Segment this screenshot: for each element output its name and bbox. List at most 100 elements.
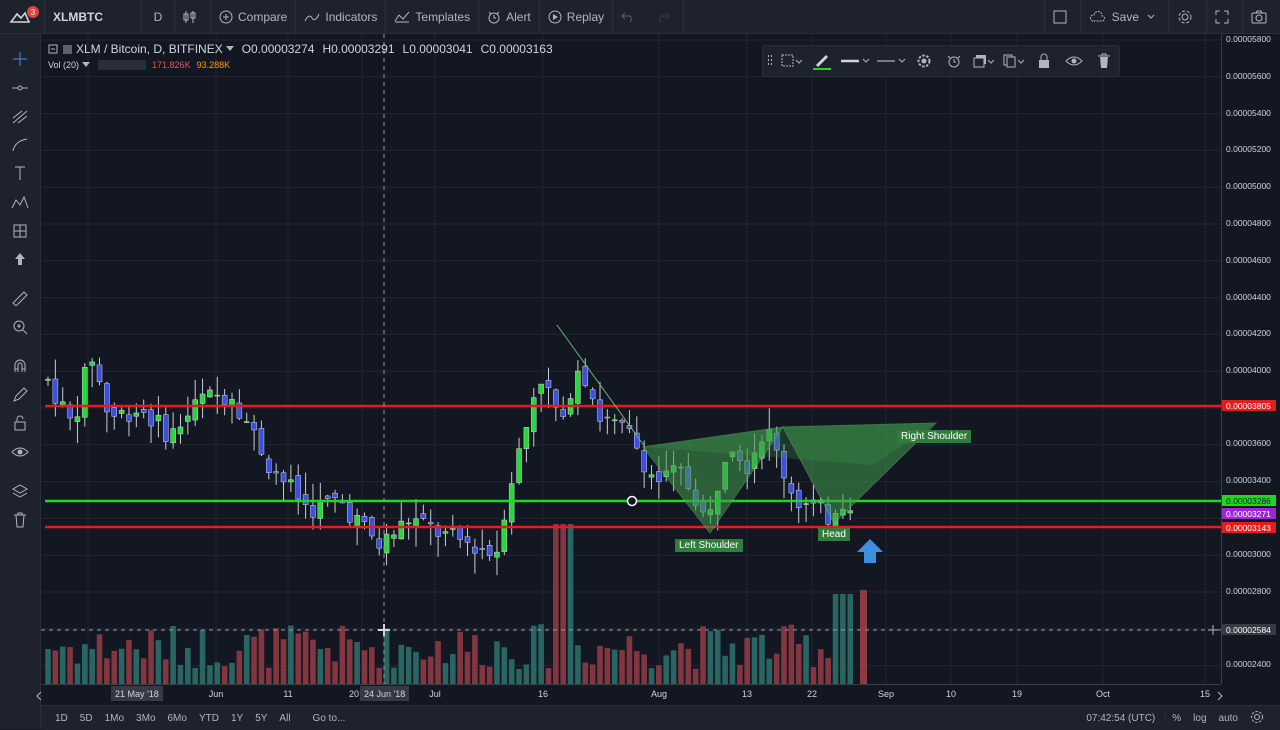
volume-legend-title[interactable]: Vol (20) <box>48 60 80 70</box>
candle-body <box>177 426 184 435</box>
scroll-right-icon[interactable] <box>1217 690 1223 701</box>
caret-down-icon[interactable] <box>225 46 234 52</box>
replay-button[interactable]: Replay <box>540 0 614 33</box>
volume-bar <box>619 650 625 684</box>
volume-bar <box>354 642 360 684</box>
alert-button[interactable] <box>939 46 969 76</box>
left-shoulder-label[interactable]: Left Shoulder <box>675 539 743 552</box>
alarm-icon <box>947 55 961 68</box>
lock-button[interactable] <box>1029 46 1059 76</box>
log-scale-button[interactable]: log <box>1193 712 1207 724</box>
clock-timezone-button[interactable]: 07:42:54 (UTC) <box>1086 712 1156 724</box>
range-start-date-tag: 21 May '18 <box>111 686 163 701</box>
range-all-button[interactable]: All <box>279 712 291 724</box>
symbol-search-button[interactable]: XLMBTC <box>45 0 142 33</box>
pattern-tool-button[interactable] <box>9 191 31 213</box>
lock-drawings-button[interactable] <box>9 412 31 434</box>
range-1mo-button[interactable]: 1Mo <box>104 712 125 724</box>
right-shoulder-label[interactable]: Right Shoulder <box>897 430 972 443</box>
object-tree-button[interactable] <box>9 480 31 502</box>
range-ytd-button[interactable]: YTD <box>198 712 219 724</box>
remove-drawings-button[interactable] <box>9 509 31 531</box>
price-scale[interactable]: 0.00005800 0.00005600 0.00005400 0.00005… <box>1221 34 1280 684</box>
fullscreen-button[interactable] <box>1207 0 1243 33</box>
time-label: 11 <box>283 689 293 699</box>
scroll-left-icon[interactable] <box>36 690 42 701</box>
goto-date-button[interactable]: Go to... <box>312 712 346 724</box>
crosshair-tool-button[interactable] <box>9 48 31 70</box>
chart-canvas[interactable] <box>41 34 1221 684</box>
snapshot-button[interactable] <box>1243 0 1280 33</box>
clone-button[interactable] <box>999 46 1029 76</box>
trend-line-tool-button[interactable] <box>9 77 31 99</box>
hide-drawings-button[interactable] <box>9 441 31 463</box>
line-style-button[interactable] <box>873 46 909 76</box>
text-tool-button[interactable] <box>9 162 31 184</box>
time-scale[interactable]: Jun 11 20 Jul 16 Aug 13 22 Sep 10 19 Oct… <box>41 684 1221 705</box>
range-1d-button[interactable]: 1D <box>55 712 68 724</box>
candle-body <box>170 428 176 444</box>
range-1y-button[interactable]: 1Y <box>230 712 244 724</box>
percent-scale-button[interactable]: % <box>1165 712 1187 724</box>
fullscreen-layout-button[interactable] <box>1043 0 1081 33</box>
template-dropdown-button[interactable] <box>777 46 807 76</box>
resistance-price-tag: 0.00003805 <box>1222 400 1276 411</box>
chart-style-button[interactable] <box>175 0 211 33</box>
add-alert-plus-button[interactable] <box>1207 624 1219 636</box>
volume-bar <box>243 634 250 684</box>
auto-scale-button[interactable]: auto <box>1218 712 1238 724</box>
volume-legend-buttons[interactable] <box>98 60 147 70</box>
interval-button[interactable]: D <box>142 0 175 33</box>
candle-body <box>604 416 611 419</box>
range-5d-button[interactable]: 5D <box>79 712 93 724</box>
volume-bar <box>530 625 537 684</box>
volume-bar <box>170 625 176 684</box>
cloud-logo-icon <box>8 10 30 23</box>
candle-body <box>67 404 73 419</box>
chart-settings-button[interactable] <box>1244 710 1270 727</box>
magnet-tool-button[interactable] <box>9 355 31 377</box>
volume-bar <box>82 644 88 684</box>
price-label: 0.00005400 <box>1226 108 1271 118</box>
delete-button[interactable] <box>1089 46 1119 76</box>
hide-button[interactable] <box>1059 46 1089 76</box>
templates-button[interactable]: Templates <box>386 0 480 33</box>
volume-bar <box>818 649 824 684</box>
volume-bar <box>229 662 235 684</box>
indicators-button[interactable]: Indicators <box>296 0 387 33</box>
head-label[interactable]: Head <box>818 528 850 541</box>
visual-order-button[interactable] <box>969 46 999 76</box>
stay-drawing-button[interactable] <box>9 384 31 406</box>
collapse-legend-icon[interactable] <box>48 44 58 54</box>
zoom-tool-button[interactable] <box>9 316 31 338</box>
undo-button[interactable] <box>613 0 648 33</box>
range-5y-button[interactable]: 5Y <box>255 712 268 724</box>
volume-bar <box>582 662 589 684</box>
volume-bar <box>759 634 765 684</box>
settings-button[interactable] <box>909 46 939 76</box>
drag-handle[interactable] <box>763 46 777 76</box>
legend-title[interactable]: XLM / Bitcoin, D, BITFINEX <box>76 42 223 56</box>
arrow-tool-button[interactable] <box>9 248 31 270</box>
redo-button[interactable] <box>648 0 685 33</box>
candle-body <box>236 402 243 419</box>
menu-logo-button[interactable]: 3 <box>0 0 45 33</box>
crosshair-price-tag: 0.00002584 <box>1222 624 1276 635</box>
fib-tool-button[interactable] <box>9 106 31 128</box>
line-width-button[interactable] <box>837 46 873 76</box>
price-label: 0.00003600 <box>1226 438 1271 448</box>
range-6mo-button[interactable]: 6Mo <box>167 712 187 724</box>
ruler-tool-button[interactable] <box>9 287 31 309</box>
arrow-up-icon <box>15 253 25 265</box>
settings-button[interactable] <box>1169 0 1207 33</box>
line-color-button[interactable] <box>807 46 837 76</box>
measure-frame-tool-button[interactable] <box>9 220 31 242</box>
save-button[interactable]: Save <box>1081 0 1169 33</box>
volume-value-2: 93.288K <box>196 60 231 70</box>
alert-button[interactable]: Alert <box>479 0 540 33</box>
range-3mo-button[interactable]: 3Mo <box>136 712 156 724</box>
brush-tool-button[interactable] <box>9 134 31 156</box>
templates-label: Templates <box>415 9 471 24</box>
caret-down-icon[interactable] <box>82 62 91 68</box>
compare-button[interactable]: Compare <box>211 0 297 33</box>
